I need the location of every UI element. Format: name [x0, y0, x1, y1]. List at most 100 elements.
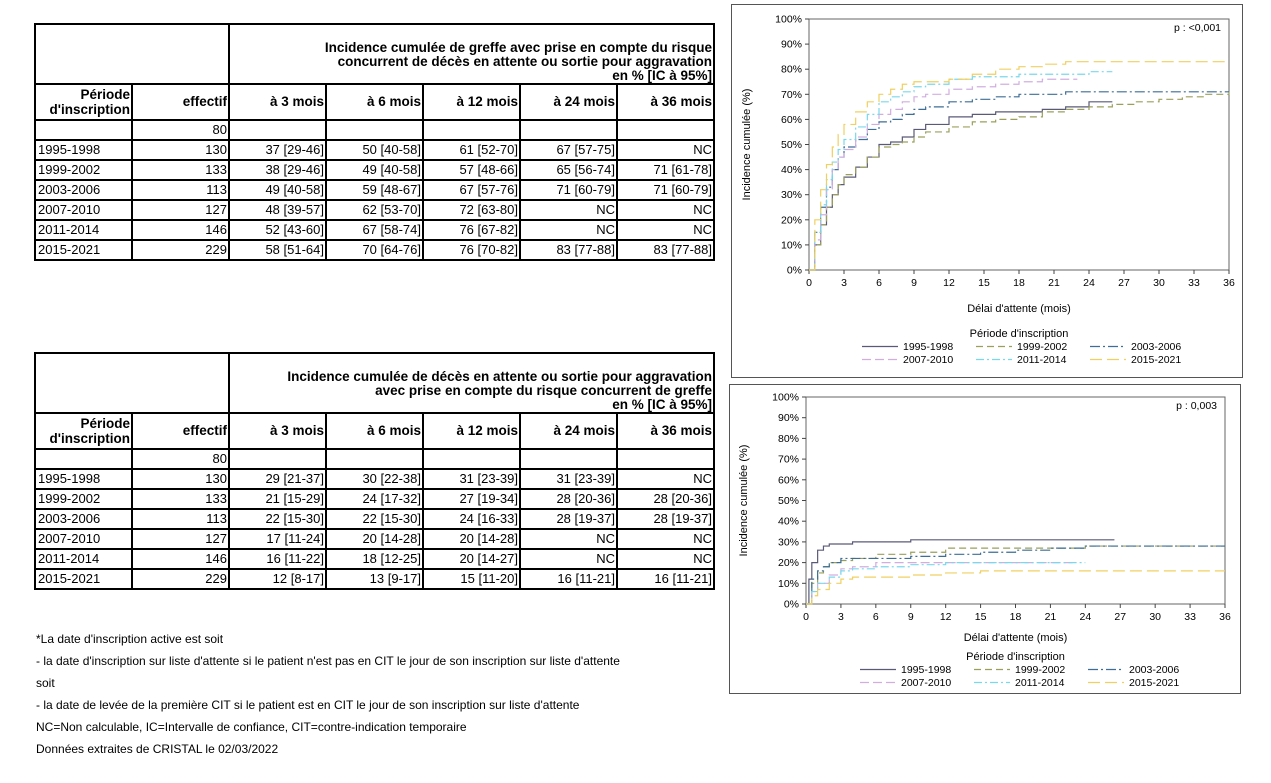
cell-m36: 71 [61-78] [616, 159, 715, 181]
title-line: Incidence cumulée de décès en attente ou… [287, 369, 712, 384]
cell-period: 1999-2002 [34, 488, 133, 510]
y-tick-label: 10% [781, 239, 802, 251]
legend-entry: 2011-2014 [1017, 354, 1067, 366]
x-tick-label: 6 [873, 611, 879, 623]
x-tick-label: 3 [838, 611, 844, 623]
cell-m12: 15 [11-20] [422, 568, 521, 590]
cell-m36: NC [616, 548, 715, 570]
x-tick-label: 12 [943, 277, 955, 289]
cell-m6: 62 [53-70] [325, 199, 424, 221]
table-row: 2015-2021 229 12 [8-17] 13 [9-17] 15 [11-20]… [34, 568, 715, 590]
cell-m6: 70 [64-76] [325, 239, 424, 261]
cell-m3: 12 [8-17] [228, 568, 327, 590]
cell-empty [616, 119, 715, 141]
y-tick-label: 0% [787, 265, 802, 277]
y-tick-label: 50% [781, 139, 802, 151]
cell-m24: 31 [23-39] [519, 468, 618, 490]
x-tick-label: 0 [803, 611, 809, 623]
cell-n: 146 [131, 548, 230, 570]
y-tick-label: 60% [781, 114, 802, 126]
cell-m36: 28 [20-36] [616, 488, 715, 510]
y-tick-label: 40% [781, 164, 802, 176]
y-tick-label: 90% [778, 412, 799, 424]
title-line: avec prise en compte du risque concurren… [375, 383, 712, 398]
y-axis-label: Incidence cumulée (%) [738, 445, 750, 557]
cell-m24: 16 [11-21] [519, 568, 618, 590]
table-row-total: 80 [34, 119, 715, 141]
cell-n: 146 [131, 219, 230, 241]
table-title: Incidence cumulée de décès en attente ou… [228, 352, 715, 414]
cell-m24: 83 [77-88] [519, 239, 618, 261]
col-header-3m: à 3 mois [228, 83, 327, 121]
col-header-6m: à 6 mois [325, 83, 424, 121]
x-tick-label: 27 [1118, 277, 1130, 289]
series-line-2011-2014 [806, 562, 1086, 605]
cell-n: 130 [131, 468, 230, 490]
cell-m3: 16 [11-22] [228, 548, 327, 570]
table-row: 2007-2010 127 48 [39-57] 62 [53-70] 72 [63-8… [34, 199, 715, 221]
table-row: 2011-2014 146 16 [11-22] 18 [12-25] 20 [14-2… [34, 548, 715, 570]
y-tick-label: 60% [778, 474, 799, 486]
x-tick-label: 30 [1153, 277, 1165, 289]
cell-m3: 22 [15-30] [228, 508, 327, 530]
y-tick-label: 10% [778, 578, 799, 590]
cell-n: 133 [131, 159, 230, 181]
graft-chart-svg: 0%10%20%30%40%50%60%70%80%90%100%0 3 6 9 12 1… [741, 14, 1235, 367]
y-tick-label: 20% [781, 214, 802, 226]
series-line-1999-2002 [809, 91, 1230, 271]
x-tick-label: 15 [975, 611, 987, 623]
cell-period: 2011-2014 [34, 219, 133, 241]
table-row-total: 80 [34, 448, 715, 470]
cell-empty [228, 448, 327, 470]
x-tick-label: 3 [841, 277, 847, 289]
graft-incidence-table: Incidence cumulée de greffe avec prise e… [34, 23, 715, 261]
cell-period: 2003-2006 [34, 508, 133, 530]
cell-period: 2007-2010 [34, 199, 133, 221]
table-row: 2011-2014 146 52 [43-60] 67 [58-74] 76 [67-8… [34, 219, 715, 241]
cell-period: 1995-1998 [34, 468, 133, 490]
cell-m24: NC [519, 548, 618, 570]
y-tick-label: 30% [781, 189, 802, 201]
y-tick-label: 30% [778, 536, 799, 548]
y-tick-label: 70% [781, 89, 802, 101]
cell-m36: 16 [11-21] [616, 568, 715, 590]
cell-m12: 72 [63-80] [422, 199, 521, 221]
legend-entry: 2015-2021 [1129, 677, 1179, 689]
legend-entry: 2015-2021 [1131, 354, 1181, 366]
cell-period: 2007-2010 [34, 528, 133, 550]
legend-title: Période d'inscription [966, 651, 1065, 663]
x-tick-label: 30 [1149, 611, 1161, 623]
graft-incidence-chart: 0% 10% 20% 30% 40% 50% 60% 70% 80% 90% 100% 0 3 6 9 12 1… [731, 4, 1243, 378]
x-tick-label: 21 [1048, 277, 1060, 289]
cell-m3: 17 [11-24] [228, 528, 327, 550]
table-row: 1999-2002 133 21 [15-29] 24 [17-32] 27 [19-3… [34, 488, 715, 510]
cell-m12: 27 [19-34] [422, 488, 521, 510]
cell-m3: 52 [43-60] [228, 219, 327, 241]
table-row: 1995-1998 130 37 [29-46] 50 [40-58] 61 [52-7… [34, 139, 715, 161]
note-line: - la date de levée de la première CIT si… [36, 698, 580, 712]
series-line-2015-2021 [806, 570, 1225, 605]
col-header-36m: à 36 mois [616, 412, 715, 450]
death-chart-svg: 0%10%20%30%40%50%60%70%80%90%100%0 3 6 9 12 1… [738, 392, 1231, 690]
cell-period: 2015-2021 [34, 239, 133, 261]
series-line-2011-2014 [809, 71, 1113, 271]
note-line: NC=Non calculable, IC=Intervalle de conf… [36, 720, 467, 734]
col-header-period: Période d'inscription [34, 83, 133, 121]
table-corner [34, 23, 230, 85]
note-line: *La date d'inscription active est soit [36, 632, 224, 646]
cell-m3: 37 [29-46] [228, 139, 327, 161]
cell-n: 113 [131, 179, 230, 201]
cell-m36: NC [616, 468, 715, 490]
table-row: 2003-2006 113 22 [15-30] 22 [15-30] 24 [16-3… [34, 508, 715, 530]
title-line: en % [IC à 95%] [612, 397, 712, 412]
series-line-2003-2006 [806, 545, 1225, 605]
note-line: soit [36, 676, 55, 690]
y-tick-label: 0% [784, 599, 799, 611]
col-header-12m: à 12 mois [422, 83, 521, 121]
cell-m3: 48 [39-57] [228, 199, 327, 221]
legend-entry: 2003-2006 [1129, 664, 1179, 676]
cell-m3: 49 [40-58] [228, 179, 327, 201]
x-tick-label: 9 [911, 277, 917, 289]
x-tick-label: 9 [908, 611, 914, 623]
x-tick-label: 18 [1010, 611, 1022, 623]
